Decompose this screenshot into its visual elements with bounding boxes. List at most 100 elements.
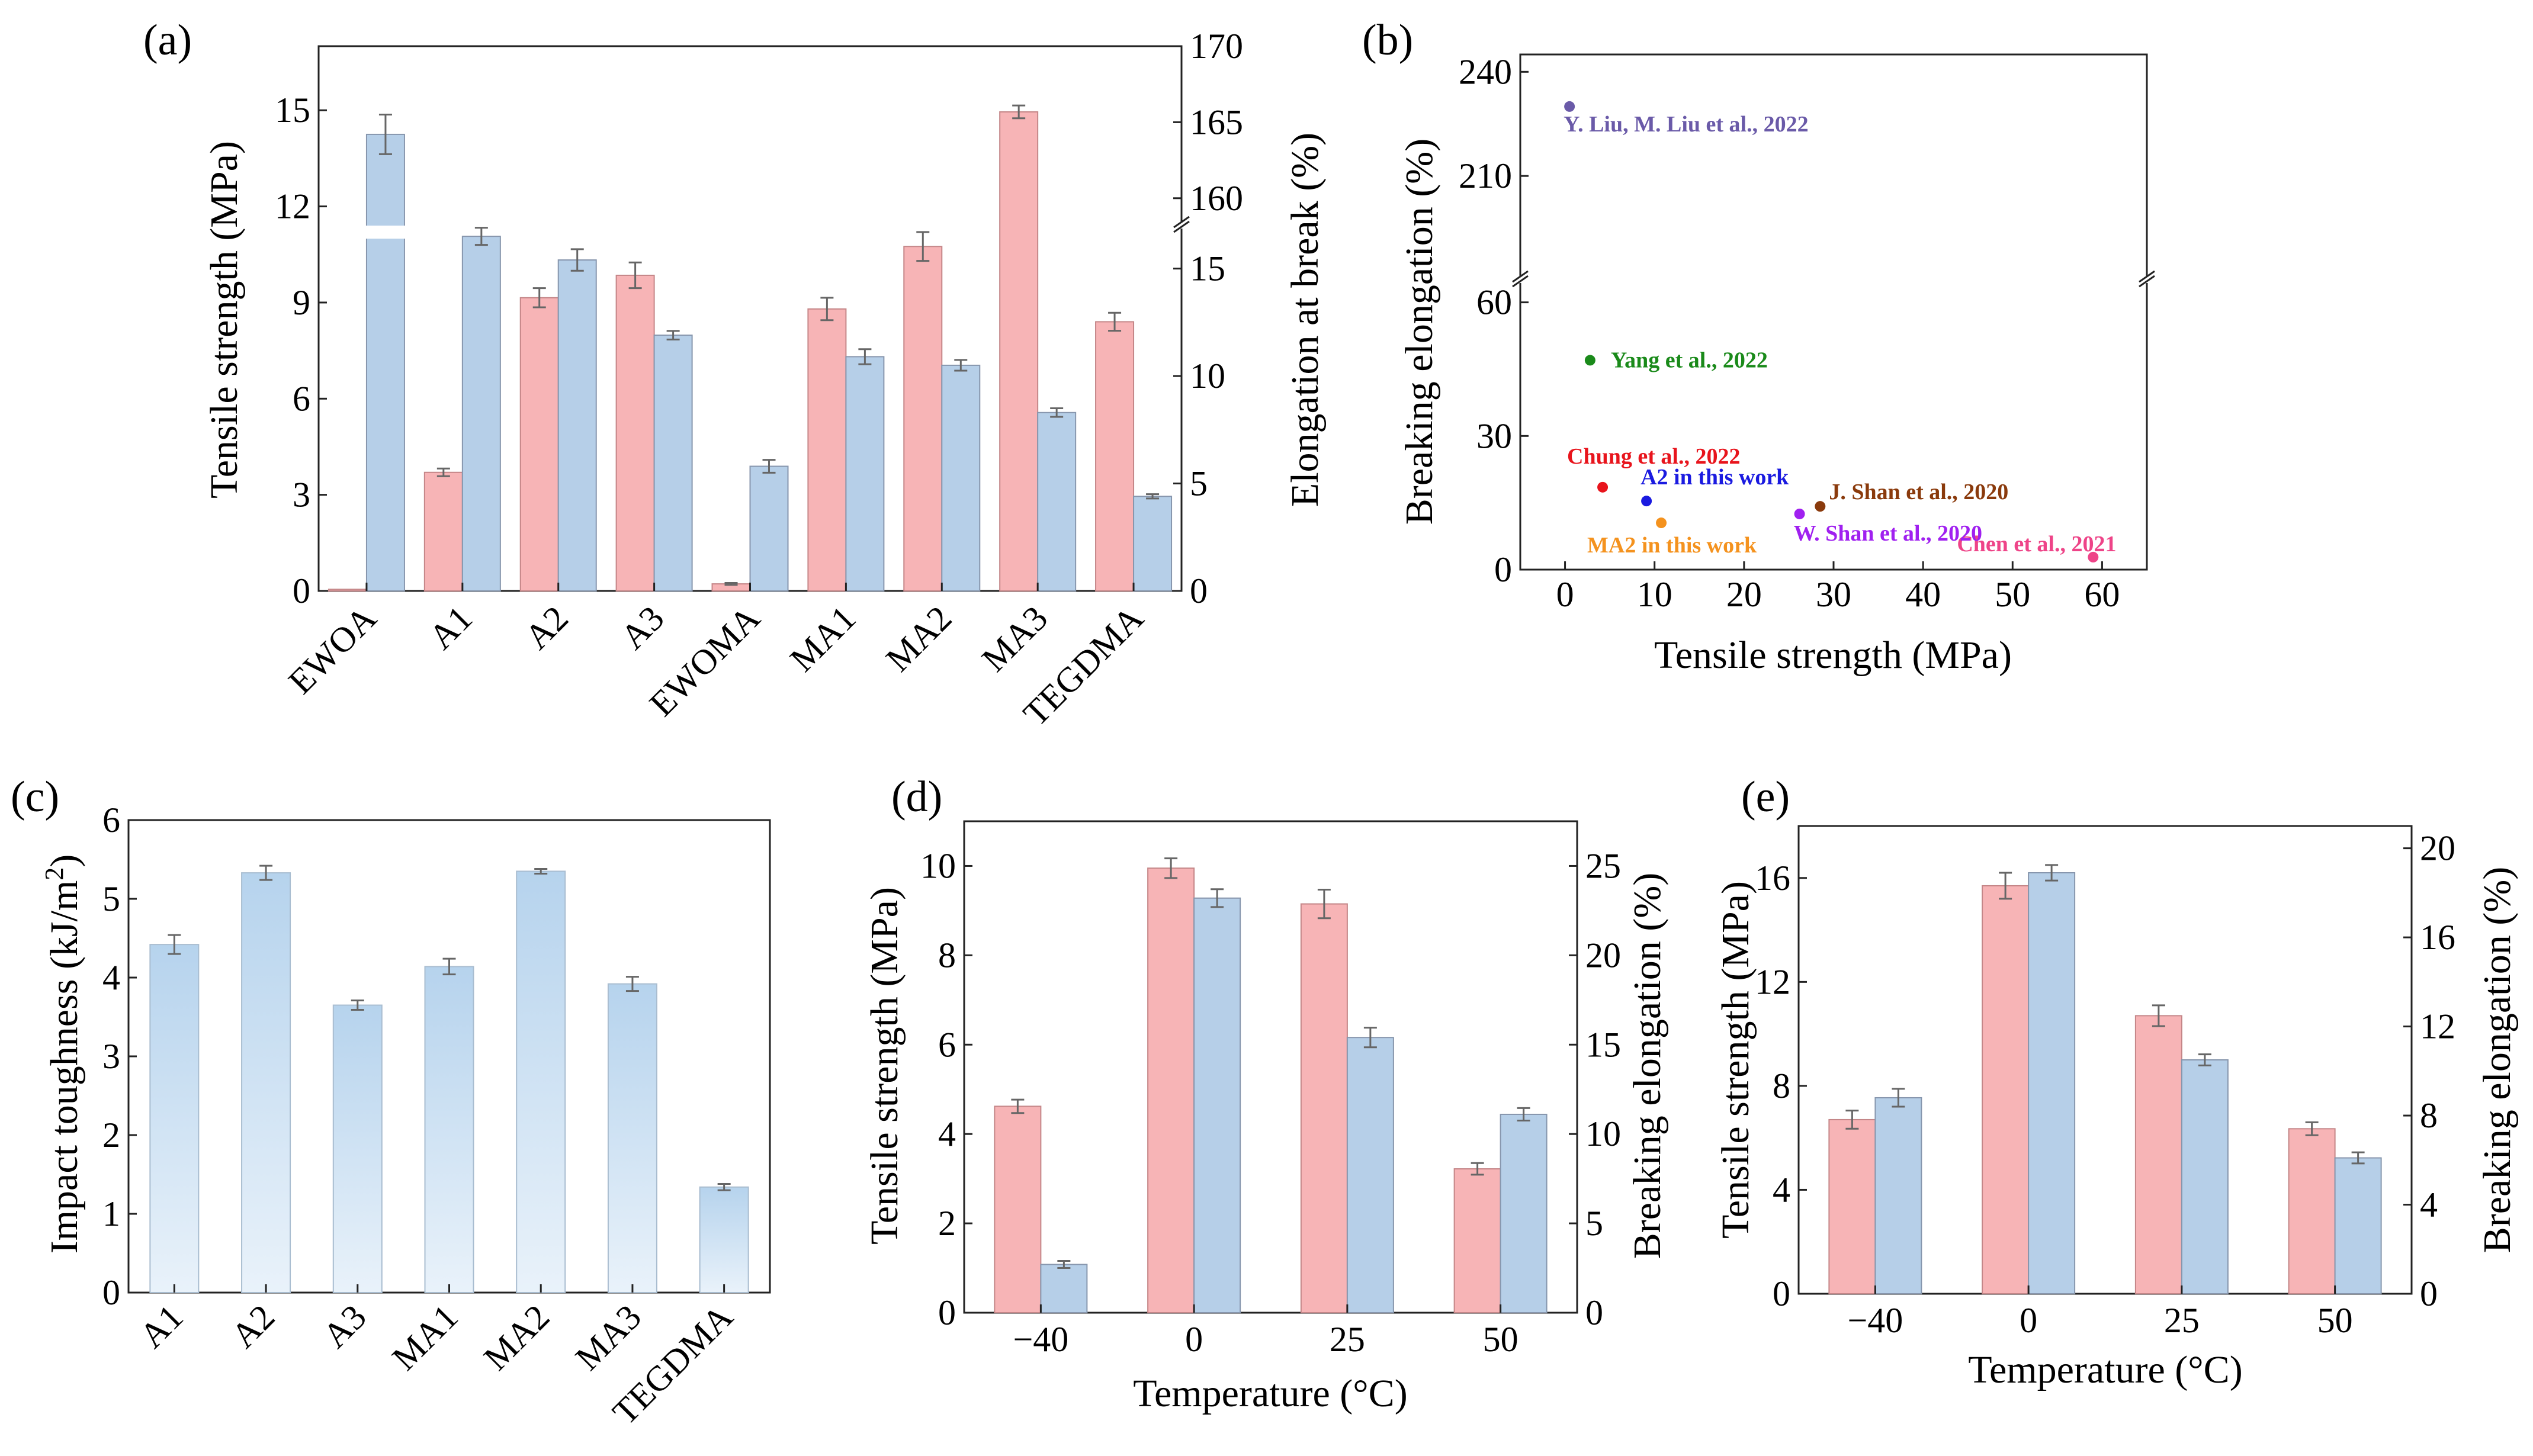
chart-c-ylabel-sup: 2 <box>40 867 69 880</box>
tick-pd-y2-10-label: 10 <box>1585 1114 1621 1153</box>
chart-e: −40 0 25 50 0 4 8 12 16 0 4 8 12 16 20 Temperature (°C… <box>1714 825 2519 1391</box>
tick-pd-y-0-label: 0 <box>938 1293 956 1332</box>
tick-a-y-0-label: 0 <box>293 571 310 610</box>
chart-a-y2label: Elongation at break (%) <box>1283 133 1327 507</box>
point-b-label-7: W. Shan et al., 2020 <box>1794 521 1983 546</box>
tick-pe-x-0-label: −40 <box>1847 1301 1903 1340</box>
panel-label-a: (a) <box>143 16 192 65</box>
bar-a-tensile-MA3 <box>999 111 1039 592</box>
tick-b-y-210-label: 210 <box>1459 156 1512 195</box>
tick-b-x-50-label: 50 <box>1995 575 2030 614</box>
tick-pe-y2-20-label: 20 <box>2420 829 2455 868</box>
tick-pe-x-3-label: 50 <box>2317 1301 2353 1340</box>
bar-pe-elong-3 <box>2334 1157 2382 1294</box>
bar-c-A1 <box>149 944 200 1293</box>
bar-a-elong-A3 <box>653 335 693 592</box>
chart-c-ylabel: Impact toughness (kJ/m2) <box>40 854 86 1254</box>
tick-pd-y-4-label: 4 <box>938 1114 956 1153</box>
bar-c-A3 <box>332 1004 383 1294</box>
tick-a-y2-15-label: 15 <box>1190 249 1225 288</box>
tick-c-y-3-label: 3 <box>102 1037 120 1076</box>
tick-a-y-9-label: 9 <box>293 283 310 322</box>
point-b-2 <box>1597 481 1609 493</box>
tick-c-y-1-label: 1 <box>102 1194 120 1233</box>
tick-a-label-MA2: MA2 <box>878 599 959 679</box>
chart-d-y2label: Breaking elongation (%) <box>1626 873 1669 1259</box>
chart-b-axis-break-mark-left <box>1512 270 1529 288</box>
tick-b-y-60-label: 60 <box>1476 283 1512 322</box>
tick-pe-x-2-label: 25 <box>2164 1301 2200 1340</box>
tick-b-x-60-label: 60 <box>2084 575 2120 614</box>
point-b-7 <box>1794 508 1805 519</box>
tick-c-label-MA2: MA2 <box>476 1297 557 1378</box>
tick-pd-x-2-label: 25 <box>1330 1320 1365 1359</box>
bar-pe-elong-0 <box>1874 1097 1922 1294</box>
bar-pd-tensile-2 <box>1300 903 1348 1314</box>
tick-pd-y-10-label: 10 <box>920 846 956 885</box>
bar-c-MA2 <box>516 870 566 1293</box>
bar-pe-tensile-0 <box>1828 1118 1876 1294</box>
tick-pd-y-2-label: 2 <box>938 1204 956 1243</box>
bar-pd-tensile-1 <box>1147 867 1195 1313</box>
tick-c-label-A3: A3 <box>315 1297 374 1356</box>
point-b-label-4: J. Shan et al., 2020 <box>1829 480 2008 504</box>
panel-label-b: (b) <box>1362 16 1413 65</box>
bar-a-tensile-A2 <box>519 297 559 592</box>
bar-pd-elong-2 <box>1346 1037 1394 1313</box>
tick-b-y-30-label: 30 <box>1476 416 1512 455</box>
tick-a-label-A1: A1 <box>421 599 480 657</box>
bar-pe-elong-1 <box>2028 872 2076 1294</box>
tick-b-x-40-label: 40 <box>1905 575 1941 614</box>
tick-pd-y2-20-label: 20 <box>1585 936 1621 975</box>
tick-pe-y2-0-label: 0 <box>2420 1274 2438 1313</box>
chart-a-ylabel: Tensile strength (MPa) <box>203 141 246 499</box>
tick-pd-y2-0-label: 0 <box>1585 1293 1603 1332</box>
tick-pd-y2-15-label: 15 <box>1585 1025 1621 1064</box>
chart-d-xlabel: Temperature (°C) <box>1133 1372 1407 1415</box>
bar-pd-elong-1 <box>1193 897 1241 1314</box>
chart-b-xlabel: Tensile strength (MPa) <box>1654 634 2012 677</box>
tick-pd-y-8-label: 8 <box>938 936 956 975</box>
tick-pd-x-0-label: −40 <box>1013 1320 1068 1359</box>
tick-b-y-0-label: 0 <box>1494 550 1512 589</box>
tick-c-y-4-label: 4 <box>102 958 120 997</box>
tick-a-y2-5-label: 5 <box>1190 464 1208 503</box>
tick-b-y-240-label: 240 <box>1459 52 1512 91</box>
point-b-label-2: Chung et al., 2022 <box>1567 444 1740 469</box>
chart-b: 0 10 20 30 40 50 60 0 30 60 210 240 Y. Liu, M. Liu … <box>1398 52 2155 677</box>
bar-pe-elong-2 <box>2181 1059 2229 1294</box>
bar-pd-elong-3 <box>1500 1113 1548 1313</box>
bar-pd-tensile-3 <box>1453 1168 1501 1314</box>
tick-pd-y2-25-label: 25 <box>1585 846 1621 885</box>
tick-pd-y2-5-label: 5 <box>1585 1204 1603 1243</box>
tick-pe-y-16-label: 16 <box>1755 859 1790 898</box>
tick-a-y-15-label: 15 <box>275 91 310 130</box>
panel-label-e: (e) <box>1741 773 1790 821</box>
point-b-5 <box>2088 551 2099 563</box>
tick-a-label-A3: A3 <box>613 599 672 657</box>
tick-c-label-MA1: MA1 <box>384 1297 465 1378</box>
point-b-3 <box>1641 496 1652 507</box>
tick-c-label-MA3: MA3 <box>568 1297 649 1378</box>
chart-e-xlabel: Temperature (°C) <box>1968 1348 2242 1391</box>
point-b-label-1: Yang et al., 2022 <box>1611 348 1768 372</box>
chart-b-ylabel: Breaking elongation (%) <box>1398 139 1441 525</box>
chart-c-ylabel-main: Impact toughness (kJ/m <box>43 880 86 1254</box>
bar-a-elong-EWOA <box>365 133 405 592</box>
bar-c-A2 <box>241 872 291 1293</box>
tick-pd-x-1-label: 0 <box>1185 1320 1203 1359</box>
chart-d-ylabel: Tensile strength (MPa) <box>863 887 906 1245</box>
chart-e-y2label: Breaking elongation (%) <box>2476 867 2519 1253</box>
tick-c-y-0-label: 0 <box>102 1273 120 1312</box>
chart-e-frame <box>1797 825 2413 1295</box>
tick-a-y-6-label: 6 <box>293 379 310 418</box>
bar-a-tensile-MA2 <box>903 246 943 592</box>
bar-a-tensile-MA1 <box>807 308 847 592</box>
tick-c-y-5-label: 5 <box>102 879 120 918</box>
panel-label-d: (d) <box>891 773 942 821</box>
tick-pe-y2-16-label: 16 <box>2420 918 2455 957</box>
tick-pe-y-0-label: 0 <box>1773 1274 1790 1313</box>
